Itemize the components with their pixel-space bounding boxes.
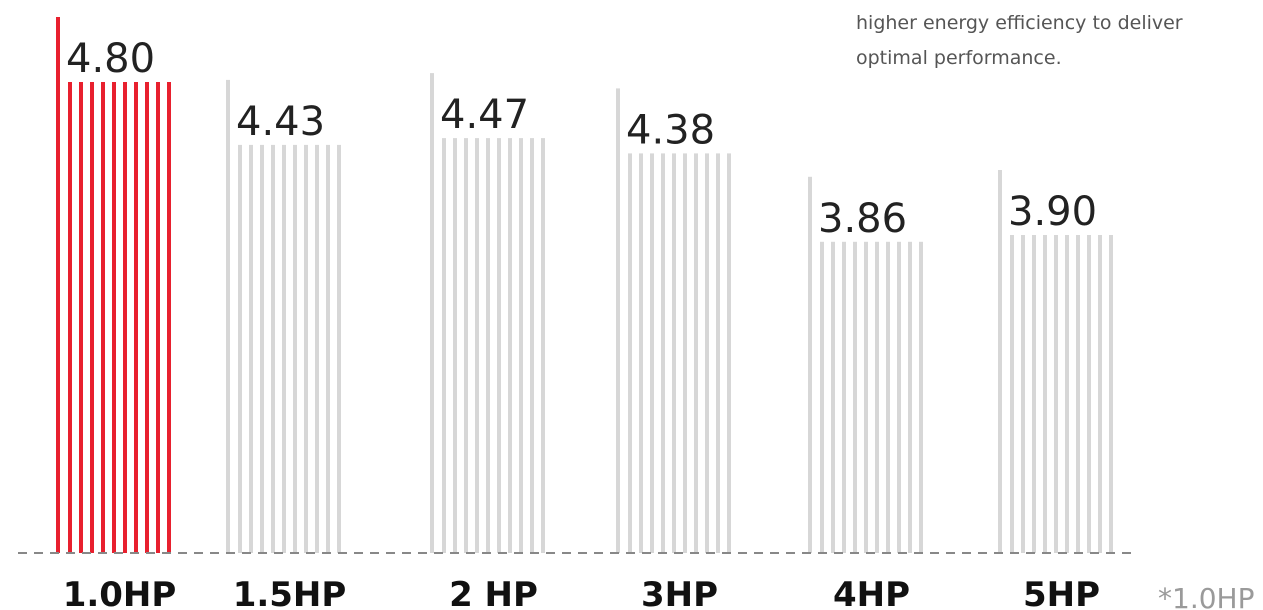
bar-stripe [886,241,890,554]
intro-text: higher energy efficiency to deliver opti… [856,6,1256,76]
bar-stripe [1054,235,1058,553]
bar-stripe [694,153,698,553]
bar-stripe [249,144,253,553]
bar-stripe [238,144,242,553]
bar-stripe [908,241,912,554]
bar-stripe [315,144,319,553]
bar-stripe [68,82,72,553]
bar-stripe [530,138,534,553]
bar-stripe [271,144,275,553]
bar-stripe [101,82,105,553]
category-label: 5HP [1023,575,1100,610]
category-label: 2 HP [449,575,538,610]
bar-stripe [1109,235,1113,553]
bar-stripe [1032,235,1036,553]
bar-stripe [282,144,286,553]
bar-stripe [1010,235,1014,553]
bar-stripe [486,138,490,553]
bar-stripe [628,153,632,553]
bar-stripe [1065,235,1069,553]
bar-stripe [864,241,868,554]
bar-marker-line [56,17,60,553]
value-label: 3.86 [818,196,907,242]
bar-stripe [716,153,720,553]
bar-marker-line [616,88,620,554]
bar-5hp [998,170,1113,553]
intro-line-1: higher energy efficiency to deliver [856,12,1183,34]
category-label: 1.0HP [63,575,177,610]
bar-stripe [683,153,687,553]
intro-line-2: optimal performance. [856,47,1062,69]
bar-stripe [326,144,330,553]
bar-stripe [661,153,665,553]
category-label: 3HP [641,575,718,610]
category-label: 1.5HP [233,575,347,610]
bar-stripe [90,82,94,553]
bar-stripe [875,241,879,554]
bar-stripe [442,138,446,553]
bar-stripe [304,144,308,553]
bar-stripe [650,153,654,553]
bar-stripe [1021,235,1025,553]
bar-stripe [145,82,149,553]
bar-marker-line [430,73,434,553]
bar-stripe [464,138,468,553]
bar-stripe [919,241,923,554]
bar-stripe [79,82,83,553]
bar-stripe [508,138,512,553]
bar-marker-line [998,170,1002,553]
bar-marker-line [808,176,812,554]
bar-2hp [430,73,545,553]
value-label: 4.47 [440,92,529,138]
bar-stripe [123,82,127,553]
bar-stripe [820,241,824,554]
bar-stripe [842,241,846,554]
bar-stripe [639,153,643,553]
bar-stripe [475,138,479,553]
value-label: 4.43 [236,99,325,145]
bar-stripe [853,241,857,554]
bar-stripe [453,138,457,553]
bar-stripe [541,138,545,553]
bar-stripe [519,138,523,553]
bar-stripe [134,82,138,553]
bar-stripe [1043,235,1047,553]
footnote: *1.0HP [1158,582,1254,610]
bar-15hp [226,79,341,554]
bar-stripe [672,153,676,553]
bar-stripe [497,138,501,553]
bar-stripe [897,241,901,554]
bar-stripe [831,241,835,554]
bar-stripe [1098,235,1102,553]
bar-stripe [337,144,341,553]
bar-stripe [156,82,160,553]
bar-stripe [167,82,171,553]
bar-stripe [112,82,116,553]
bar-stripe [705,153,709,553]
bar-stripe [260,144,264,553]
value-label: 4.80 [66,36,155,82]
value-label: 4.38 [626,107,715,153]
bar-3hp [616,88,731,554]
bar-stripe [1076,235,1080,553]
bar-stripe [727,153,731,553]
category-label: 4HP [833,575,910,610]
bar-marker-line [226,79,230,554]
bar-stripe [293,144,297,553]
bar-4hp [808,176,923,554]
bar-10hp [56,17,171,553]
value-label: 3.90 [1008,189,1097,235]
bar-stripe [1087,235,1091,553]
